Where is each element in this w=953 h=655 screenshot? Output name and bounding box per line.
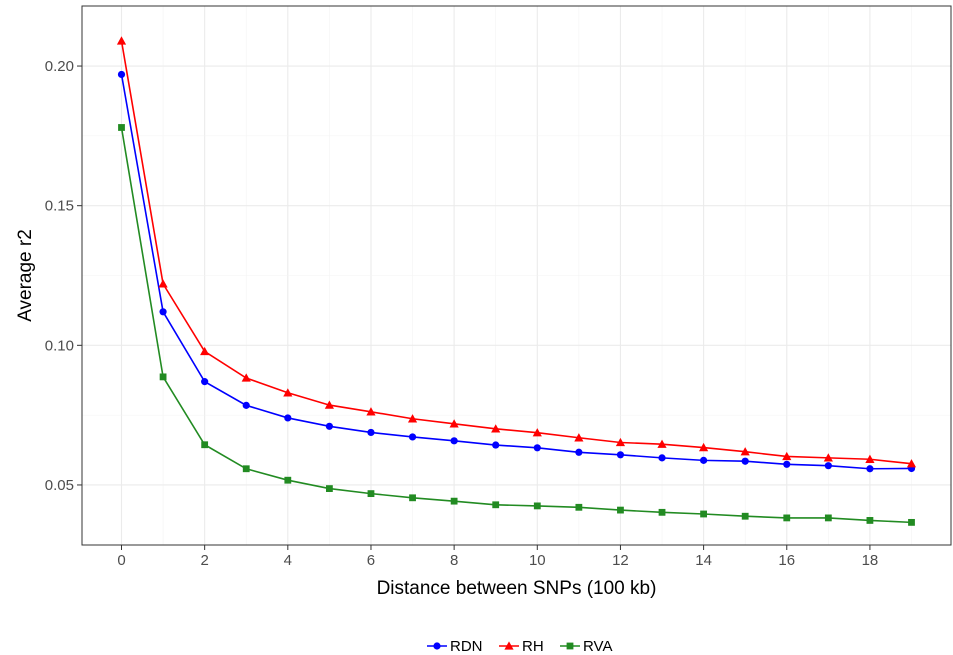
legend-label-rva: RVA xyxy=(583,638,612,655)
point-rh xyxy=(324,400,334,409)
point-rva xyxy=(824,514,832,522)
point-rh xyxy=(407,414,418,423)
legend-item-rdn: RDN xyxy=(427,638,483,655)
x-tick-label: 2 xyxy=(200,552,208,569)
point-rh xyxy=(116,36,127,45)
y-tick-label: 0.15 xyxy=(45,198,74,215)
point-rdn xyxy=(783,460,791,468)
point-rva xyxy=(658,508,666,516)
point-rva xyxy=(409,494,416,502)
y-axis: 0.05 0.10 0.15 0.20 xyxy=(45,58,82,494)
point-rh xyxy=(241,373,251,382)
x-tick-label: 14 xyxy=(695,552,712,569)
x-tick-label: 6 xyxy=(367,552,375,569)
y-axis-title: Average r2 xyxy=(15,229,36,322)
legend-marker-rh xyxy=(504,641,514,650)
point-rh xyxy=(158,279,168,288)
y-tick-label: 0.20 xyxy=(45,58,74,75)
point-rdn xyxy=(325,422,333,430)
plot-panel-border xyxy=(81,5,952,546)
series-rdn xyxy=(117,70,916,473)
point-rdn xyxy=(700,456,708,464)
point-rdn xyxy=(658,454,666,462)
x-tick-label: 8 xyxy=(450,552,458,569)
point-rdn xyxy=(741,457,749,465)
point-rdn xyxy=(159,308,167,316)
series-line-rh xyxy=(120,40,912,465)
x-tick-label: 4 xyxy=(284,552,292,569)
point-rh xyxy=(615,437,626,447)
point-rh xyxy=(491,424,501,433)
point-rva xyxy=(533,502,541,510)
point-rva xyxy=(242,465,250,473)
point-rh xyxy=(449,419,459,428)
point-rdn xyxy=(201,378,209,386)
point-rva xyxy=(575,503,583,511)
point-rh xyxy=(865,454,875,463)
legend-label-rdn: RDN xyxy=(450,638,483,655)
point-rva xyxy=(908,518,915,526)
point-rdn xyxy=(284,414,292,422)
legend: RDN RH RVA xyxy=(427,638,612,655)
point-rva xyxy=(700,510,708,518)
point-rh xyxy=(657,439,667,448)
point-rh xyxy=(740,447,750,456)
point-rdn xyxy=(533,444,541,452)
point-rdn xyxy=(242,401,250,409)
point-rva xyxy=(741,512,749,520)
point-rva xyxy=(201,441,209,449)
x-tick-label: 16 xyxy=(778,552,795,569)
x-tick-label: 0 xyxy=(117,552,125,569)
point-rdn xyxy=(450,437,458,445)
series-rh xyxy=(116,36,917,468)
point-rh xyxy=(574,433,584,442)
point-rva xyxy=(159,373,167,381)
series-layer xyxy=(116,36,917,526)
legend-marker-rva xyxy=(566,642,574,650)
point-rh xyxy=(782,451,792,461)
point-rva xyxy=(783,514,791,522)
point-rdn xyxy=(117,70,126,79)
point-rh xyxy=(200,346,210,356)
legend-marker-rdn xyxy=(433,642,441,650)
y-tick-label: 0.05 xyxy=(45,477,74,494)
point-rdn xyxy=(492,441,500,449)
point-rva xyxy=(325,485,333,492)
point-rh xyxy=(283,388,293,397)
legend-item-rva: RVA xyxy=(560,638,612,655)
point-rh xyxy=(532,428,542,437)
point-rh xyxy=(699,442,709,452)
y-tick-label: 0.10 xyxy=(45,337,74,354)
legend-item-rh: RH xyxy=(499,638,544,655)
point-rdn xyxy=(616,451,625,459)
point-rva xyxy=(617,506,624,514)
point-rdn xyxy=(824,462,832,470)
point-rh xyxy=(366,407,376,416)
x-axis-title: Distance between SNPs (100 kb) xyxy=(377,578,657,599)
x-tick-label: 12 xyxy=(612,552,629,569)
series-line-rva xyxy=(120,127,912,524)
gridlines xyxy=(82,6,951,545)
point-rva xyxy=(118,124,125,131)
point-rdn xyxy=(866,465,874,473)
point-rdn xyxy=(408,433,417,441)
x-tick-label: 18 xyxy=(862,552,879,569)
point-rva xyxy=(492,501,500,509)
series-line-rdn xyxy=(120,74,912,470)
point-rh xyxy=(906,459,917,468)
point-rdn xyxy=(575,448,583,456)
point-rva xyxy=(866,517,874,524)
legend-label-rh: RH xyxy=(522,638,544,655)
point-rva xyxy=(367,490,375,498)
point-rdn xyxy=(367,428,375,437)
point-rva xyxy=(450,497,458,505)
x-axis: 0 2 4 6 8 10 12 14 16 18 xyxy=(117,545,878,569)
x-tick-label: 10 xyxy=(529,552,546,569)
point-rva xyxy=(284,476,292,484)
series-rva xyxy=(118,124,915,526)
point-rh xyxy=(823,453,833,462)
